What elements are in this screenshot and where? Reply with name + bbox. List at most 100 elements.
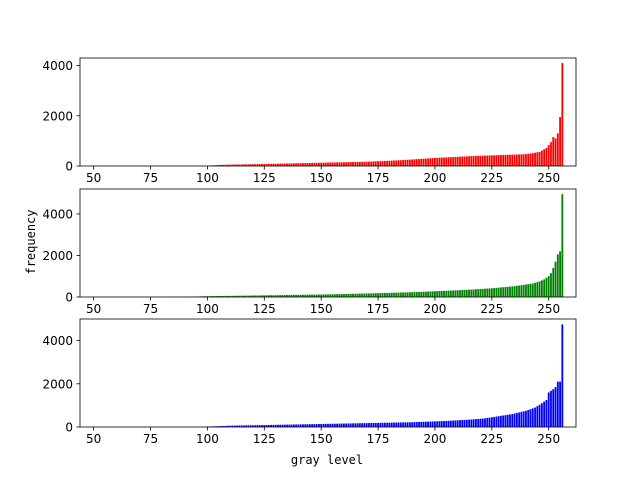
histogram-bar (224, 425, 227, 427)
histogram-bar (436, 157, 439, 166)
histogram-bar (386, 422, 389, 427)
histogram-bar (406, 292, 409, 297)
histogram-bar (486, 418, 489, 427)
histogram-bar (324, 162, 327, 166)
histogram-bar (295, 424, 298, 427)
histogram-bar (220, 295, 222, 297)
histogram-bar (420, 421, 423, 427)
histogram-bar (418, 421, 420, 427)
histogram-bar (340, 162, 343, 166)
histogram-bar (267, 424, 270, 427)
histogram-bar (547, 145, 550, 166)
histogram-bar (336, 162, 339, 166)
histogram-bar (481, 155, 484, 166)
histogram-bar (411, 292, 414, 297)
blue-channel-histogram: 50 75 100 125 150 175 200 225 250 0 2000 4000 (42, 318, 577, 446)
histogram-bar (538, 404, 541, 427)
histogram-bar (404, 292, 407, 297)
histogram-bar (381, 161, 384, 166)
histogram-bar (465, 419, 468, 427)
histogram-bar (413, 159, 416, 166)
histogram-bar (518, 154, 521, 166)
histogram-bar (379, 422, 382, 427)
histogram-bar (502, 154, 505, 166)
histogram-bar (283, 163, 286, 166)
histogram-bar (445, 290, 448, 297)
histogram-bar (263, 163, 266, 166)
histogram-bar (406, 422, 409, 427)
histogram-bar (229, 164, 232, 166)
histogram-bar (236, 295, 238, 297)
histogram-bar (313, 162, 316, 166)
histogram-bar (274, 163, 277, 166)
histogram-bar (465, 289, 468, 297)
histogram-bar (336, 294, 339, 297)
histogram-bar (254, 425, 257, 427)
histogram-bar (525, 284, 527, 297)
histogram-bar (292, 424, 295, 427)
histogram-bar (395, 422, 398, 427)
histogram-bar (497, 416, 500, 427)
histogram-bar (233, 425, 236, 427)
histogram-bar (415, 422, 418, 427)
histogram-bar (338, 162, 341, 166)
histogram-bar (518, 285, 521, 297)
x-tick-label: 175 (367, 432, 390, 446)
histogram-bar (286, 295, 288, 297)
histogram-bar (388, 422, 391, 427)
histogram-bar (461, 420, 464, 427)
histogram-bar (454, 290, 457, 297)
histogram-bar (368, 423, 370, 427)
histogram-bar (402, 422, 404, 427)
histogram-bar (208, 296, 211, 297)
histogram-bar (424, 291, 427, 297)
histogram-bar (297, 163, 300, 166)
histogram-bar (500, 415, 502, 427)
histogram-bar (449, 420, 452, 427)
histogram-bar (238, 164, 241, 166)
histogram-bar (495, 155, 498, 166)
histogram-bar (222, 425, 225, 427)
histogram-bar (281, 424, 284, 427)
histogram-bar (222, 295, 225, 297)
histogram-bar (413, 292, 416, 297)
histogram-bar (424, 158, 427, 166)
y-tick-label: 0 (65, 160, 73, 174)
histogram-bar (336, 423, 339, 427)
histogram-bar (559, 251, 561, 297)
histogram-bar (358, 161, 361, 166)
histogram-bar (267, 163, 270, 166)
histogram-bar (377, 422, 379, 427)
histogram-bar (445, 420, 448, 427)
histogram-bar (463, 419, 466, 427)
histogram-bar (390, 160, 393, 166)
histogram-bar (386, 160, 389, 166)
histogram-bar (509, 414, 511, 427)
histogram-bar (420, 158, 423, 166)
histogram-bar (561, 324, 564, 427)
histogram-bar (256, 425, 259, 427)
histogram-bar (459, 420, 461, 427)
histogram-bar (449, 290, 452, 297)
histogram-bar (397, 292, 400, 297)
y-tick-label: 2000 (42, 249, 73, 263)
histogram-bar (443, 421, 445, 427)
histogram-bar (513, 154, 516, 166)
histogram-bar (270, 163, 273, 166)
histogram-bar (372, 293, 375, 297)
histogram-bar (399, 292, 402, 297)
histogram-bar (308, 424, 311, 427)
histogram-bar (504, 154, 507, 166)
histogram-bar (422, 158, 425, 166)
histogram-bar (513, 286, 516, 297)
histogram-bar (529, 409, 532, 427)
histogram-bar (383, 292, 386, 297)
histogram-bar (456, 156, 459, 166)
histogram-bar (406, 159, 409, 166)
histogram-bar (474, 419, 477, 427)
histogram-bar (443, 290, 445, 297)
x-tick-label: 50 (86, 302, 101, 316)
histogram-bar (345, 423, 348, 427)
histogram-bar (247, 425, 250, 427)
